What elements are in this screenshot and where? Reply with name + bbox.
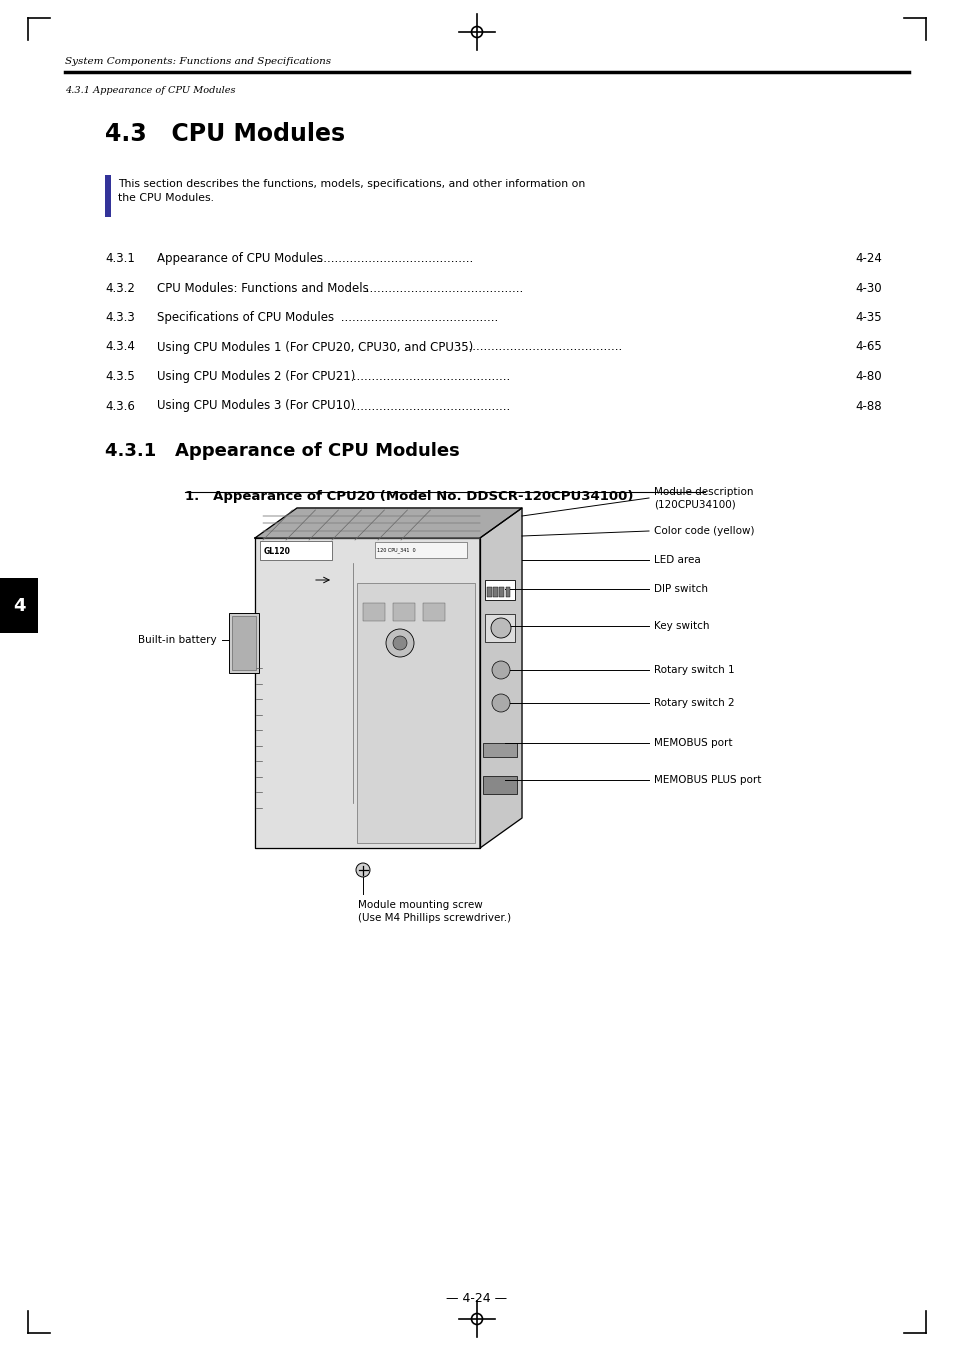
Text: ..........................................: ........................................… <box>349 370 510 382</box>
Text: 4.3.1 Appearance of CPU Modules: 4.3.1 Appearance of CPU Modules <box>65 86 235 95</box>
Text: Rotary switch 1: Rotary switch 1 <box>654 665 734 676</box>
Text: 4: 4 <box>12 597 25 615</box>
Bar <box>356 584 475 843</box>
Text: Module mounting screw
(Use M4 Phillips screwdriver.): Module mounting screw (Use M4 Phillips s… <box>357 900 511 923</box>
Bar <box>505 586 510 597</box>
Text: GL120: GL120 <box>264 547 291 557</box>
Text: Rotary switch 2: Rotary switch 2 <box>654 698 734 708</box>
Text: ..........................................: ........................................… <box>361 281 522 295</box>
Bar <box>105 176 111 218</box>
Text: 4.3.4: 4.3.4 <box>105 340 134 354</box>
Text: Key switch: Key switch <box>654 621 709 631</box>
Text: DIP switch: DIP switch <box>654 584 707 594</box>
Bar <box>422 603 444 621</box>
Text: 4.3   CPU Modules: 4.3 CPU Modules <box>105 122 345 146</box>
Bar <box>498 586 504 597</box>
Bar <box>229 613 258 673</box>
Text: Color code (yellow): Color code (yellow) <box>654 526 754 536</box>
Text: MEMOBUS port: MEMOBUS port <box>654 738 732 748</box>
Text: This section describes the functions, models, specifications, and other informat: This section describes the functions, mo… <box>118 178 584 203</box>
Text: — 4-24 —: — 4-24 — <box>446 1293 507 1305</box>
Bar <box>484 613 515 642</box>
Text: 4.3.1: 4.3.1 <box>105 253 134 265</box>
Circle shape <box>386 630 414 657</box>
Bar <box>482 775 517 794</box>
Bar <box>375 542 467 558</box>
Text: Specifications of CPU Modules: Specifications of CPU Modules <box>157 311 334 324</box>
Text: 120 CPU_341  0: 120 CPU_341 0 <box>376 547 416 554</box>
Text: 4-80: 4-80 <box>855 370 882 382</box>
Text: ..........................................: ........................................… <box>349 400 510 412</box>
Circle shape <box>492 661 510 680</box>
Text: 4-88: 4-88 <box>855 400 882 412</box>
Text: ..........................................: ........................................… <box>460 340 621 354</box>
Bar <box>260 540 332 561</box>
Text: CPU Modules: Functions and Models: CPU Modules: Functions and Models <box>157 281 369 295</box>
Text: Using CPU Modules 1 (For CPU20, CPU30, and CPU35): Using CPU Modules 1 (For CPU20, CPU30, a… <box>157 340 473 354</box>
Polygon shape <box>479 508 521 848</box>
Text: 4-35: 4-35 <box>855 311 882 324</box>
Text: 4-65: 4-65 <box>854 340 882 354</box>
Bar <box>393 603 415 621</box>
Text: Using CPU Modules 3 (For CPU10): Using CPU Modules 3 (For CPU10) <box>157 400 355 412</box>
Bar <box>493 586 497 597</box>
Circle shape <box>491 617 511 638</box>
Text: Appearance of CPU Modules: Appearance of CPU Modules <box>157 253 323 265</box>
Text: ..........................................: ........................................… <box>336 311 497 324</box>
Bar <box>482 743 517 757</box>
Bar <box>363 603 385 621</box>
Text: Module description
(120CPU34100): Module description (120CPU34100) <box>654 486 753 509</box>
Text: 4.3.2: 4.3.2 <box>105 281 134 295</box>
Circle shape <box>492 694 510 712</box>
Text: ..........................................: ........................................… <box>312 253 473 265</box>
Bar <box>486 586 492 597</box>
Text: 4.3.5: 4.3.5 <box>105 370 134 382</box>
Polygon shape <box>254 538 479 848</box>
Circle shape <box>355 863 370 877</box>
Bar <box>484 580 515 600</box>
Polygon shape <box>254 508 521 538</box>
Text: Using CPU Modules 2 (For CPU21): Using CPU Modules 2 (For CPU21) <box>157 370 355 382</box>
Text: 4-30: 4-30 <box>855 281 882 295</box>
Text: 1.   Appearance of CPU20 (Model No. DDSCR-120CPU34100): 1. Appearance of CPU20 (Model No. DDSCR-… <box>185 490 633 503</box>
Text: 4.3.1   Appearance of CPU Modules: 4.3.1 Appearance of CPU Modules <box>105 442 459 459</box>
Bar <box>0 578 38 634</box>
Text: MEMOBUS PLUS port: MEMOBUS PLUS port <box>654 775 760 785</box>
Text: 4-24: 4-24 <box>854 253 882 265</box>
Text: System Components: Functions and Specifications: System Components: Functions and Specifi… <box>65 57 331 66</box>
Circle shape <box>393 636 407 650</box>
Bar <box>232 616 255 670</box>
Text: LED area: LED area <box>654 555 700 565</box>
Text: 4.3.3: 4.3.3 <box>105 311 134 324</box>
Text: 4.3.6: 4.3.6 <box>105 400 134 412</box>
Text: Built-in battery: Built-in battery <box>138 635 216 644</box>
